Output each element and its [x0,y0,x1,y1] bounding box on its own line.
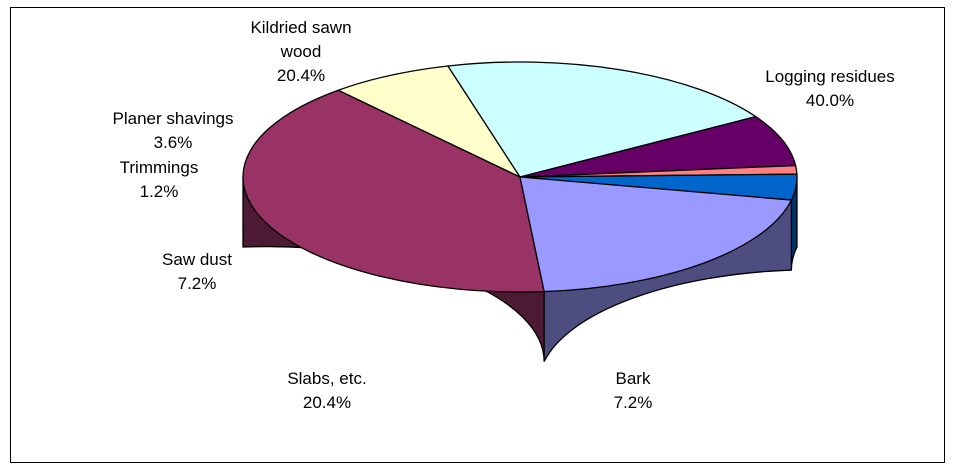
pie-labels: Logging residues 40.0% Bark 7.2% Slabs, etc.… [113,18,895,412]
pie-slice-6 [519,176,793,293]
slice-label-2: Slabs, etc. 20.4% [287,369,366,412]
pie-slice-0 [242,89,545,293]
slice-label-0: Logging residues 40.0% [765,67,894,110]
slice-percent-3: 7.2% [178,274,217,293]
slice-label-5: Planer shavings 3.6% [113,109,234,152]
slice-percent-6: 20.4% [277,66,325,85]
slice-label-6: Kildried sawn wood 20.4% [250,18,351,85]
slice-label-3: Saw dust 7.2% [162,250,232,293]
pie-slice-3 [519,116,797,178]
slice-name-4-0: Trimmings [120,158,199,177]
slice-percent-0: 40.0% [806,91,854,110]
slice-percent-4: 1.2% [140,182,179,201]
pie-tops [242,61,798,293]
pie-slice-1 [337,65,521,178]
slice-label-4: Trimmings 1.2% [120,158,199,201]
pie-slice-2 [447,61,757,178]
slice-percent-2: 20.4% [303,393,351,412]
slice-label-1: Bark 7.2% [614,369,653,412]
slice-name-5-0: Planer shavings [113,109,234,128]
slice-name-2-0: Slabs, etc. [287,369,366,388]
slice-percent-1: 7.2% [614,393,653,412]
slice-name-1-0: Bark [616,369,651,388]
slice-name-6-1: wood [280,42,322,61]
slice-name-0-0: Logging residues [765,67,894,86]
slice-percent-5: 3.6% [154,133,193,152]
slice-name-3-0: Saw dust [162,250,232,269]
slice-name-6-0: Kildried sawn [250,18,351,37]
